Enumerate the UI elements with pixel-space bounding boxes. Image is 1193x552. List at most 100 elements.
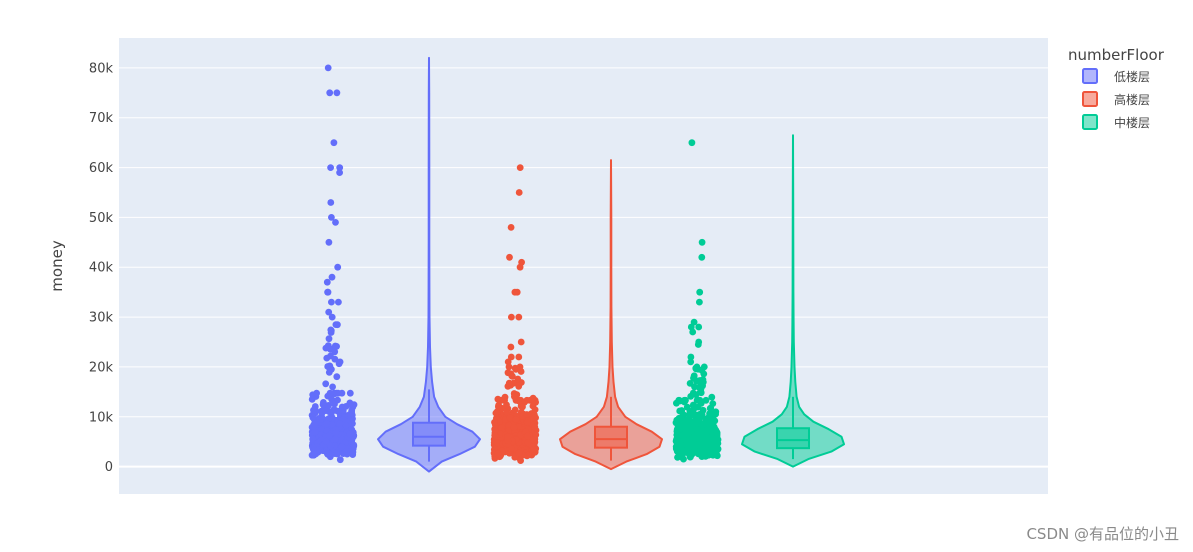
y-tick-label: 0 (105, 460, 113, 475)
data-point (350, 441, 358, 449)
data-point (698, 253, 706, 261)
data-point (501, 393, 509, 401)
data-point (517, 338, 525, 346)
data-point (327, 326, 335, 334)
data-point (707, 435, 714, 443)
legend-item-0: 低楼层 (1082, 68, 1150, 84)
data-point (689, 401, 697, 409)
legend-swatch (1082, 114, 1098, 130)
data-point (516, 363, 524, 371)
data-point (531, 423, 539, 431)
data-point (336, 420, 344, 427)
data-point (332, 219, 339, 226)
data-point (495, 403, 502, 411)
data-point (327, 199, 335, 206)
data-point (336, 164, 344, 172)
data-point (334, 321, 341, 329)
data-point (698, 238, 706, 246)
data-point (515, 353, 523, 361)
legend-label: 低楼层 (1114, 69, 1150, 84)
data-point (678, 407, 686, 414)
y-tick-label: 30k (89, 311, 114, 326)
data-point (349, 448, 357, 456)
data-point (674, 427, 681, 434)
data-point (697, 420, 705, 427)
data-point (324, 288, 331, 296)
data-point (684, 421, 692, 429)
data-point (682, 427, 690, 435)
data-point (713, 429, 721, 436)
data-point (328, 421, 336, 429)
legend-item-2: 中楼层 (1082, 114, 1150, 130)
data-point (336, 358, 344, 366)
data-point (493, 439, 501, 447)
y-tick-label: 20k (89, 360, 114, 375)
data-point (712, 435, 719, 442)
data-point (494, 450, 502, 458)
data-point (496, 418, 503, 426)
data-point (331, 400, 338, 408)
data-point (346, 389, 354, 397)
data-point (511, 406, 519, 414)
data-point (334, 389, 342, 397)
data-point (332, 429, 340, 437)
data-point (333, 373, 341, 381)
data-point (687, 358, 695, 366)
data-point (325, 402, 332, 409)
y-tick-label: 10k (89, 410, 114, 425)
data-point (328, 365, 335, 373)
data-point (700, 363, 708, 371)
data-point (325, 238, 333, 246)
data-point (695, 383, 703, 391)
data-point (312, 450, 320, 458)
series-1 (490, 159, 663, 471)
data-point (336, 456, 344, 464)
data-point (696, 377, 704, 384)
data-point (328, 298, 335, 306)
data-point (690, 374, 697, 382)
data-point (325, 308, 333, 316)
y-tick-label: 50k (89, 211, 114, 226)
data-point (331, 435, 339, 443)
data-point (515, 449, 523, 457)
data-point (504, 369, 512, 377)
data-point (491, 418, 498, 426)
data-point (503, 409, 511, 416)
data-point (707, 404, 715, 412)
data-point (523, 411, 531, 418)
data-point (700, 370, 708, 378)
data-point (331, 342, 339, 350)
data-point (686, 411, 693, 418)
y-tick-label: 80k (89, 61, 114, 76)
data-point (515, 313, 523, 321)
data-point (708, 393, 716, 401)
data-point (331, 355, 339, 363)
data-point (696, 288, 704, 296)
data-point (310, 406, 317, 414)
data-point (694, 341, 702, 348)
data-point (505, 422, 513, 430)
legend-title: numberFloor (1068, 46, 1165, 64)
data-point (505, 379, 513, 387)
data-point (494, 395, 502, 403)
data-point (506, 414, 514, 422)
data-point (517, 457, 524, 464)
data-point (323, 354, 331, 362)
data-point (697, 389, 705, 397)
legend-swatch (1082, 68, 1098, 84)
data-point (503, 401, 510, 409)
data-point (514, 375, 522, 383)
data-point (328, 273, 336, 281)
data-point (531, 406, 539, 413)
box (594, 425, 628, 449)
data-point (320, 399, 327, 406)
data-point (682, 396, 689, 404)
data-point (687, 441, 695, 449)
data-point (506, 253, 513, 261)
data-point (338, 443, 346, 451)
legend-item-1: 高楼层 (1082, 91, 1150, 107)
legend-label: 高楼层 (1114, 92, 1150, 107)
data-point (695, 450, 702, 458)
data-point (516, 263, 524, 271)
